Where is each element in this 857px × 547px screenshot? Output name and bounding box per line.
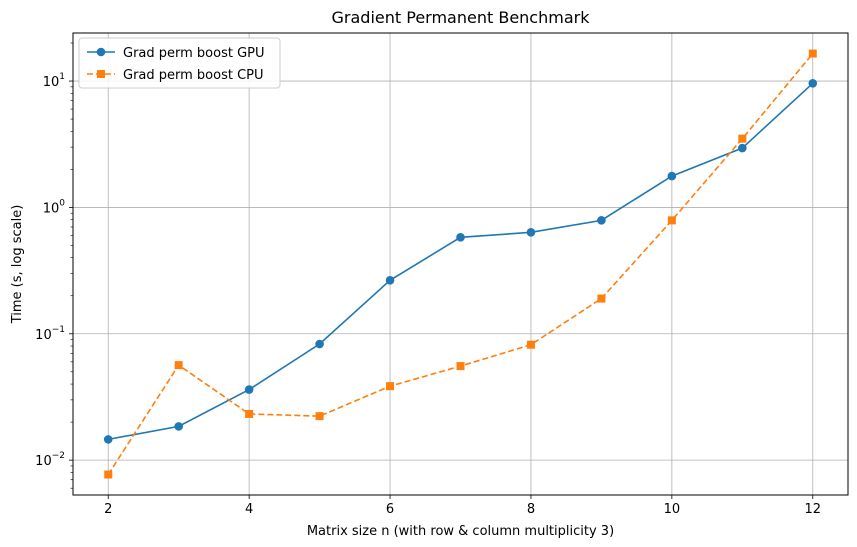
data-point — [245, 409, 254, 418]
x-tick-label: 6 — [386, 502, 394, 517]
legend-marker — [97, 70, 105, 78]
legend-label: Grad perm boost CPU — [123, 68, 264, 83]
chart-title: Gradient Permanent Benchmark — [332, 8, 591, 27]
legend: Grad perm boost GPU Grad perm boost CPU — [78, 37, 281, 89]
data-point — [315, 339, 324, 349]
data-point — [174, 422, 183, 431]
data-point — [456, 233, 465, 242]
x-tick-label: 10 — [664, 502, 681, 517]
legend-box — [78, 37, 281, 89]
series-layer — [103, 49, 818, 479]
y-tick-exponent: 0 — [59, 198, 65, 208]
x-tick-label: 8 — [527, 502, 535, 517]
data-point — [386, 382, 395, 391]
data-point — [104, 470, 113, 479]
x-tick-label: 12 — [804, 502, 821, 517]
data-point — [526, 228, 536, 237]
data-point — [738, 143, 747, 153]
plot-frame — [72, 32, 849, 496]
data-point — [738, 134, 747, 143]
data-point — [667, 216, 676, 225]
data-point — [597, 216, 606, 225]
y-tick-exponent: −2 — [52, 451, 65, 461]
y-axis-label: Time (s, log scale) — [10, 205, 25, 325]
data-point — [174, 361, 183, 370]
grid-layer — [73, 33, 848, 495]
data-point — [667, 171, 677, 181]
x-tick-label: 4 — [245, 502, 253, 517]
data-point — [597, 294, 606, 303]
x-tick-label: 2 — [104, 502, 112, 517]
y-tick-exponent: 1 — [59, 72, 65, 82]
y-tick-exponent: −1 — [52, 325, 65, 335]
x-axis-label: Matrix size n (with row & column multipl… — [307, 524, 614, 539]
data-point — [456, 362, 465, 371]
data-point — [808, 49, 817, 58]
data-point — [385, 276, 395, 285]
data-point — [244, 385, 254, 394]
legend-label: Grad perm boost GPU — [123, 46, 265, 61]
legend-marker — [96, 47, 106, 57]
data-point — [808, 78, 818, 88]
data-point — [103, 435, 113, 444]
data-point — [526, 340, 535, 349]
data-point — [315, 412, 324, 421]
